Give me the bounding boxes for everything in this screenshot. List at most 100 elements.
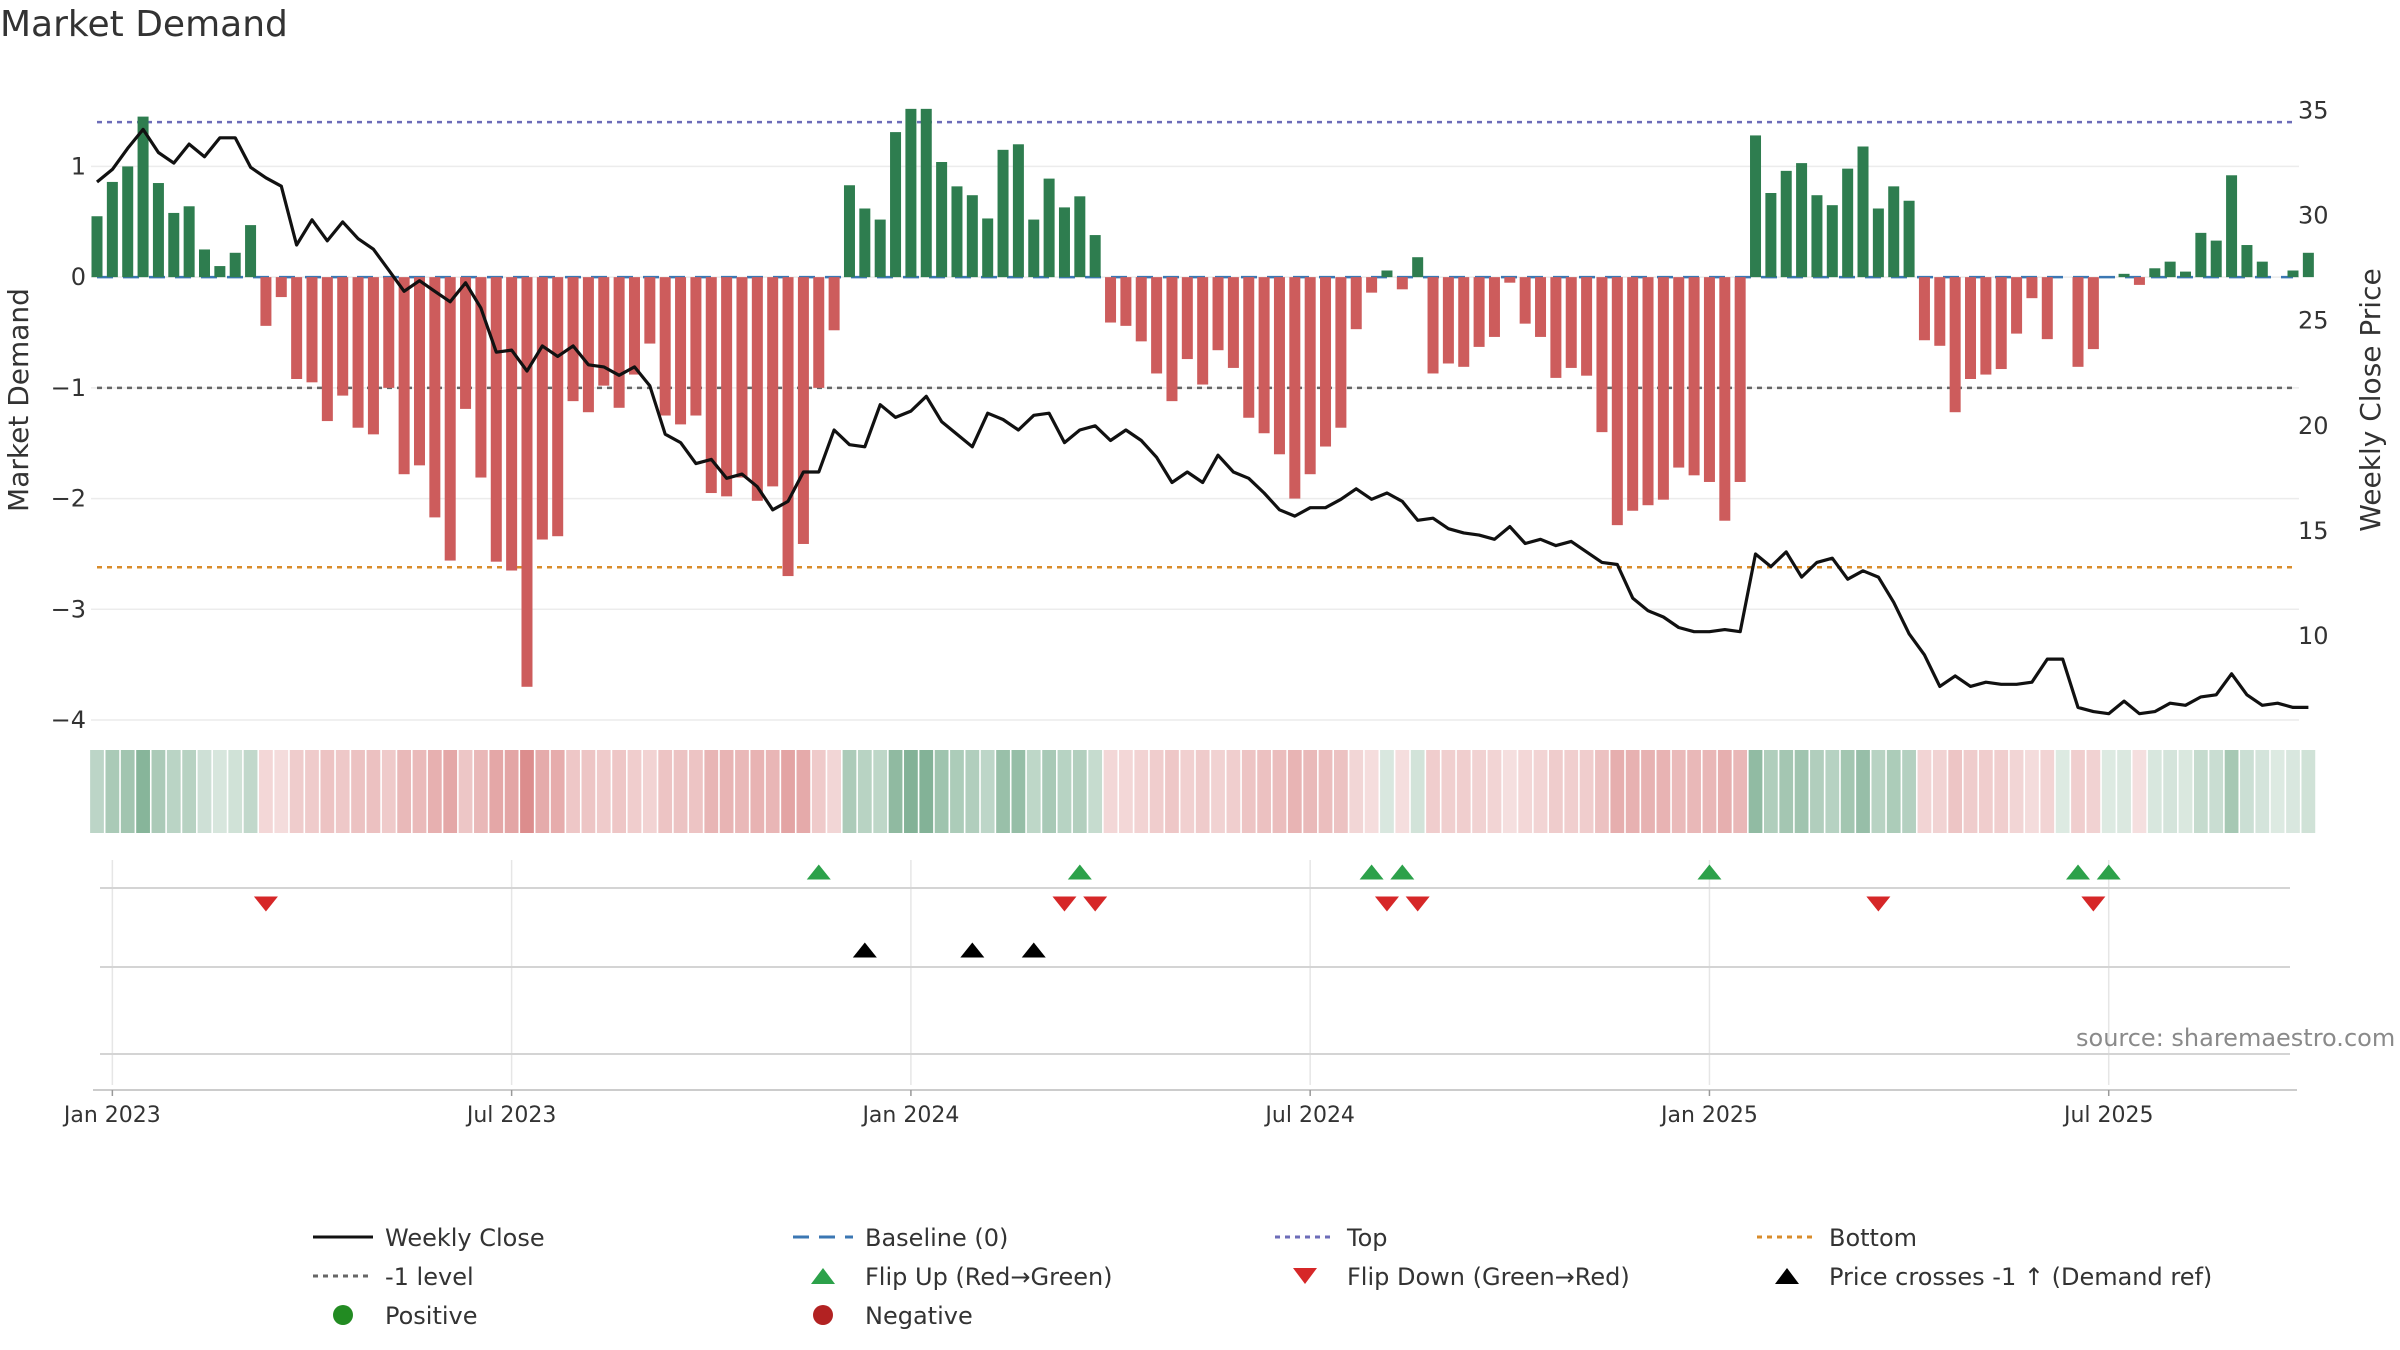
heat-cell	[412, 750, 427, 833]
right-tick-label: 25	[2298, 307, 2329, 335]
heat-cell	[1625, 750, 1640, 833]
heat-cell	[504, 750, 519, 833]
heat-cell	[366, 750, 381, 833]
heat-cell	[1195, 750, 1210, 833]
demand-bar-negative	[552, 277, 564, 537]
right-axis-label: Weekly Close Price	[2354, 268, 2387, 531]
heat-cell	[996, 750, 1010, 833]
flip-up-marker	[1067, 864, 1092, 880]
heat-cell	[1395, 750, 1410, 833]
heat-cell	[1963, 750, 1978, 833]
demand-bar-negative	[337, 277, 349, 396]
flip-up-marker	[806, 864, 831, 880]
heat-cell	[381, 750, 396, 833]
x-tick-label: Jan 2023	[62, 1103, 161, 1128]
heat-cell	[1334, 750, 1348, 833]
demand-bar-negative	[1166, 277, 1178, 402]
axes: Jan 2023 Jul 2023 Jan 2024 Jul 2024 Jan 2025…	[2, 97, 2387, 1128]
demand-bar-positive	[2180, 271, 2192, 278]
demand-bar-negative	[659, 277, 671, 416]
heat-cell	[581, 750, 596, 833]
flip-down-marker	[2081, 896, 2106, 912]
heat-cell	[2255, 750, 2270, 833]
heat-cell	[596, 750, 611, 833]
demand-bar-negative	[613, 277, 625, 408]
weekly-close-line	[95, 127, 2309, 716]
heat-cell	[2117, 750, 2131, 833]
demand-bar-negative	[260, 277, 272, 326]
heat-cell	[136, 750, 150, 833]
heat-cell	[2086, 750, 2101, 833]
demand-bar-negative	[398, 277, 410, 475]
demand-bar-positive	[859, 208, 871, 278]
demand-bar-positive	[214, 266, 226, 278]
heat-cell	[120, 750, 135, 833]
legend-entry: Baseline (0)	[793, 1224, 1008, 1252]
demand-bar-positive	[91, 216, 103, 278]
legend-label: Negative	[865, 1302, 973, 1330]
heat-cell	[151, 750, 166, 833]
legend-label: -1 level	[385, 1263, 474, 1291]
legend-swatch	[1775, 1268, 1799, 1284]
demand-bar-positive	[2287, 270, 2299, 278]
demand-bar-negative	[1980, 277, 1992, 375]
heat-cell	[1948, 750, 1963, 833]
heat-cell	[1579, 750, 1594, 833]
legend-label: Positive	[385, 1302, 478, 1330]
demand-bar-positive	[1028, 219, 1040, 278]
weekly-close-line-group	[95, 127, 2309, 716]
flip-up-marker	[1359, 864, 1384, 880]
heat-cell	[2071, 750, 2085, 833]
demand-bar-negative	[721, 277, 733, 497]
legend-entry: Negative	[813, 1302, 973, 1330]
demand-bar-negative	[291, 277, 303, 379]
heat-cell	[2132, 750, 2147, 833]
heat-cell	[2178, 750, 2193, 833]
demand-bar-positive	[997, 149, 1009, 278]
heat-cell	[443, 750, 458, 833]
demand-bar-negative	[751, 277, 763, 501]
heat-cell	[1810, 750, 1824, 833]
demand-bar-positive	[2226, 175, 2238, 278]
heat-cell	[1564, 750, 1579, 833]
demand-bar-positive	[1381, 270, 1393, 278]
demand-bars	[91, 108, 2314, 687]
demand-bar-negative	[1688, 277, 1700, 476]
heat-cell	[1303, 750, 1318, 833]
demand-bar-positive	[106, 181, 118, 278]
heat-cell	[719, 750, 734, 833]
heat-cell	[2101, 750, 2116, 833]
heat-cell	[1687, 750, 1701, 833]
demand-bar-positive	[1826, 205, 1838, 278]
heat-cell	[1595, 750, 1609, 833]
demand-bar-positive	[936, 162, 948, 278]
demand-bar-negative	[2133, 277, 2145, 285]
heat-cell	[781, 750, 795, 833]
legend-entry: Positive	[333, 1302, 478, 1330]
demand-bar-negative	[1627, 277, 1639, 511]
demand-bar-positive	[2241, 245, 2253, 278]
heat-cell	[1917, 750, 1932, 833]
heat-cell	[1426, 750, 1440, 833]
heat-cell	[934, 750, 949, 833]
demand-bar-positive	[2256, 261, 2268, 278]
heat-cell	[243, 750, 258, 833]
right-tick-label: 20	[2298, 412, 2329, 440]
heat-cell	[2240, 750, 2254, 833]
demand-bar-negative	[1135, 277, 1147, 342]
demand-bar-negative	[1642, 277, 1654, 506]
heat-cell	[274, 750, 289, 833]
heat-cell	[1840, 750, 1855, 833]
heat-cell	[750, 750, 765, 833]
flip-up-marker	[1697, 864, 1722, 880]
heat-cell	[1472, 750, 1486, 833]
x-tick-label: Jan 2024	[860, 1103, 959, 1128]
heat-cell	[1518, 750, 1533, 833]
demand-bar-negative	[475, 277, 487, 478]
heat-cell	[2286, 750, 2300, 833]
heat-cell	[427, 750, 442, 833]
demand-bar-positive	[1857, 146, 1869, 278]
left-tick-label: 0	[71, 263, 86, 291]
demand-bar-negative	[1734, 277, 1746, 482]
heat-cell	[259, 750, 273, 833]
